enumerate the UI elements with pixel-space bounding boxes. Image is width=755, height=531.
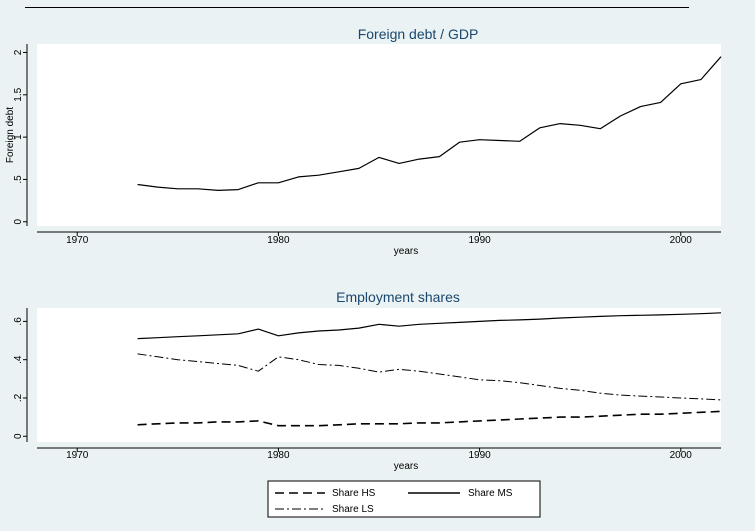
x-tick-label: 1980: [267, 450, 290, 461]
legend-label-share-hs: Share HS: [332, 488, 376, 499]
x-tick-label: 1990: [468, 450, 491, 461]
series-line-share-ls: [137, 353, 722, 401]
y-axis-label: Foreign debt: [5, 107, 16, 163]
foreign-debt-panel: Foreign debt / GDP 0 .5 1 1.5 2 1970 1980 1990 2…: [5, 26, 722, 257]
legend: Share HS Share MS Share LS: [267, 480, 541, 518]
x-axis-label: years: [394, 246, 418, 257]
y-tick-label: .2: [13, 393, 24, 402]
y-tick-label: .5: [13, 175, 24, 184]
legend-label-share-ls: Share LS: [332, 504, 374, 515]
x-tick-label: 1990: [468, 235, 491, 246]
x-tick-label: 1980: [267, 235, 290, 246]
x-tick-label: 1970: [66, 235, 89, 246]
y-tick-label: 0: [13, 433, 24, 439]
y-tick-label: 1: [13, 134, 24, 140]
y-tick-label: 1.5: [13, 87, 24, 101]
x-tick-label: 2000: [670, 450, 693, 461]
chart-title: Foreign debt / GDP: [358, 26, 479, 42]
y-tick-label: .6: [13, 317, 24, 326]
legend-label-share-ms: Share MS: [468, 488, 513, 499]
x-axis-label: years: [394, 461, 418, 472]
plot-region: [37, 44, 721, 226]
employment-shares-panel: Employment shares 0 .2 .4 .6 1970 1980 1990 200…: [13, 289, 722, 472]
legend-box: [267, 480, 541, 518]
y-tick-label: 0: [13, 219, 24, 225]
series-line-share-ms: [137, 312, 722, 340]
series-line-foreign-debt: [137, 56, 722, 191]
chart-title: Employment shares: [336, 289, 460, 305]
y-tick-label: .4: [13, 355, 24, 364]
y-tick-label: 2: [13, 49, 24, 55]
x-tick-label: 1970: [66, 450, 89, 461]
plot-region: [37, 308, 721, 442]
x-tick-label: 2000: [670, 235, 693, 246]
